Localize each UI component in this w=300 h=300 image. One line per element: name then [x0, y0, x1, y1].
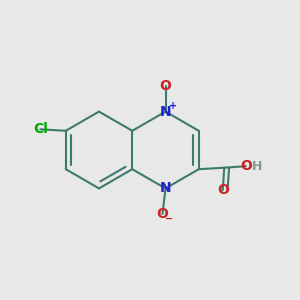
Text: O: O	[217, 183, 229, 197]
Text: +: +	[169, 100, 177, 111]
Text: N: N	[160, 105, 171, 118]
Text: Cl: Cl	[33, 122, 48, 136]
Text: O: O	[157, 207, 168, 221]
Text: H: H	[252, 160, 262, 173]
Text: N: N	[160, 182, 171, 195]
Text: −: −	[165, 214, 173, 224]
Text: O: O	[240, 159, 252, 173]
Text: O: O	[160, 79, 171, 93]
